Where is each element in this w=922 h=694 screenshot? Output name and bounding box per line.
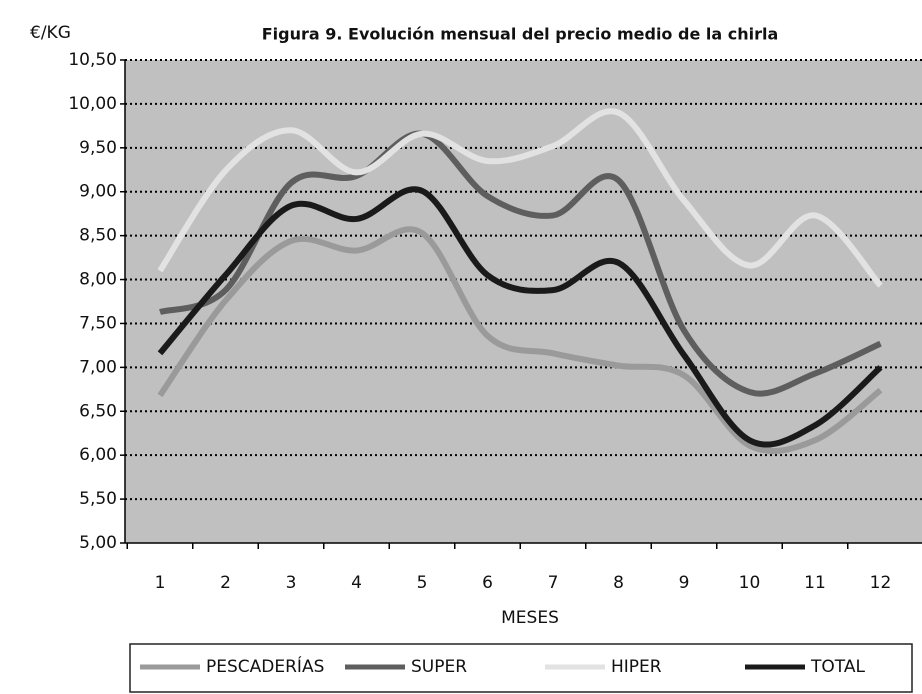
y-tick-label: 7,00 — [79, 357, 117, 377]
y-tick-label: 9,50 — [79, 138, 117, 158]
x-tick-label: 6 — [482, 573, 493, 593]
legend-box — [129, 643, 913, 693]
y-tick-label: 5,00 — [79, 533, 117, 553]
legend-label: TOTAL — [810, 657, 865, 677]
legend-label: PESCADERÍAS — [206, 655, 324, 677]
x-tick-label: 3 — [286, 573, 297, 593]
x-tick-label: 8 — [613, 573, 624, 593]
legend-label: SUPER — [411, 657, 467, 677]
y-tick-label: 10,00 — [68, 94, 117, 114]
x-tick-label: 11 — [804, 573, 826, 593]
plot-area — [125, 60, 922, 543]
x-axis-label: MESES — [501, 608, 559, 628]
y-tick-label: 6,00 — [79, 445, 117, 465]
y-tick-label: 5,50 — [79, 489, 117, 509]
x-tick-label: 4 — [351, 573, 362, 593]
x-tick-label: 10 — [739, 573, 761, 593]
y-axis-label: €/KG — [30, 23, 71, 43]
x-tick-label: 7 — [548, 573, 559, 593]
y-tick-label: 9,00 — [79, 182, 117, 202]
series-line — [157, 186, 883, 448]
legend-label: HIPER — [611, 657, 662, 677]
series-line — [157, 226, 883, 455]
x-tick-label: 12 — [870, 573, 892, 593]
series-line — [159, 130, 882, 397]
x-tick-label: 1 — [155, 573, 166, 593]
x-tick-label: 9 — [679, 573, 690, 593]
chart-title: Figura 9. Evolución mensual del precio m… — [262, 25, 779, 44]
x-tick-label: 2 — [220, 573, 231, 593]
x-tick-label: 5 — [417, 573, 428, 593]
y-tick-label: 8,50 — [79, 226, 117, 246]
y-tick-label: 7,50 — [79, 313, 117, 333]
y-tick-label: 8,00 — [79, 270, 117, 290]
y-tick-label: 10,50 — [68, 50, 117, 70]
series-line — [157, 108, 883, 288]
y-tick-label: 6,50 — [79, 401, 117, 421]
